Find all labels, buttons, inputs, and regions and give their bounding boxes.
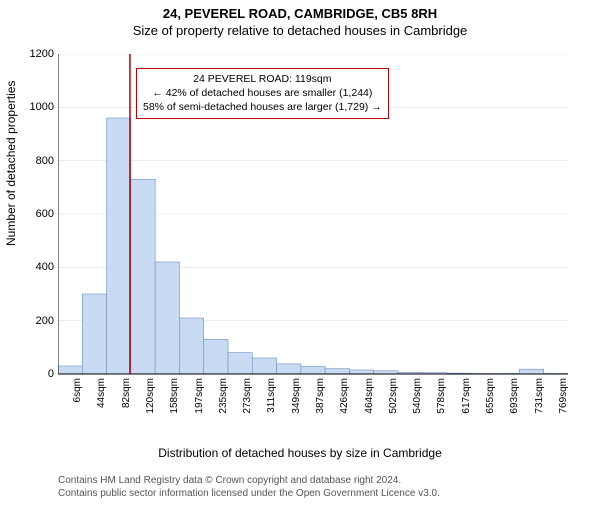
- histogram-bar: [325, 369, 349, 374]
- x-tick: 655sqm: [483, 378, 496, 414]
- histogram-bar: [519, 369, 543, 374]
- x-tick: 617sqm: [459, 378, 472, 414]
- chart-area: 24 PEVEREL ROAD: 119sqm ← 42% of detache…: [58, 54, 568, 424]
- y-tick: 0: [48, 368, 58, 380]
- histogram-bar: [252, 358, 276, 374]
- x-axis-label: Distribution of detached houses by size …: [0, 446, 600, 460]
- annotation-line2: ← 42% of detached houses are smaller (1,…: [143, 86, 382, 100]
- x-tick: 82sqm: [119, 378, 132, 408]
- page-title: 24, PEVEREL ROAD, CAMBRIDGE, CB5 8RH: [0, 6, 600, 21]
- y-tick: 1000: [30, 101, 58, 113]
- x-tick: 311sqm: [264, 378, 277, 413]
- x-tick: 731sqm: [532, 378, 545, 414]
- annotation-line3: 58% of semi-detached houses are larger (…: [143, 100, 382, 114]
- histogram-bar: [349, 370, 373, 374]
- y-tick: 600: [36, 208, 58, 220]
- histogram-bar: [301, 367, 325, 374]
- x-tick: 6sqm: [70, 378, 83, 402]
- histogram-bar: [228, 353, 252, 374]
- footer-line1: Contains HM Land Registry data © Crown c…: [58, 474, 590, 487]
- x-tick: 158sqm: [167, 378, 180, 414]
- annotation-box: 24 PEVEREL ROAD: 119sqm ← 42% of detache…: [136, 68, 389, 119]
- y-tick: 200: [36, 315, 58, 327]
- footer-line2: Contains public sector information licen…: [58, 487, 590, 500]
- y-tick: 400: [36, 261, 58, 273]
- histogram-bar: [107, 118, 131, 374]
- y-tick: 1200: [30, 48, 58, 60]
- annotation-line1: 24 PEVEREL ROAD: 119sqm: [143, 72, 382, 86]
- x-tick: 464sqm: [362, 378, 375, 414]
- y-axis-label: Number of detached properties: [4, 81, 18, 246]
- x-tick: 273sqm: [240, 378, 253, 414]
- x-tick: 120sqm: [143, 378, 156, 414]
- histogram-bar: [179, 318, 203, 374]
- x-tick: 349sqm: [289, 378, 302, 414]
- x-tick: 235sqm: [216, 378, 229, 414]
- x-tick: 44sqm: [94, 378, 107, 408]
- x-tick: 426sqm: [337, 378, 350, 414]
- histogram-bar: [277, 364, 301, 374]
- footer: Contains HM Land Registry data © Crown c…: [58, 474, 590, 500]
- x-tick: 540sqm: [410, 378, 423, 414]
- x-tick: 693sqm: [507, 378, 520, 414]
- x-tick: 197sqm: [192, 378, 205, 414]
- histogram-bar: [155, 262, 179, 374]
- x-tick: 769sqm: [556, 378, 569, 414]
- page-subtitle: Size of property relative to detached ho…: [0, 23, 600, 38]
- histogram-bar: [58, 366, 82, 374]
- y-tick: 800: [36, 155, 58, 167]
- x-tick: 502sqm: [386, 378, 399, 414]
- histogram-bar: [82, 294, 106, 374]
- histogram-bar: [131, 179, 155, 374]
- x-tick: 387sqm: [313, 378, 326, 414]
- x-tick: 578sqm: [434, 378, 447, 414]
- histogram-bar: [204, 339, 228, 374]
